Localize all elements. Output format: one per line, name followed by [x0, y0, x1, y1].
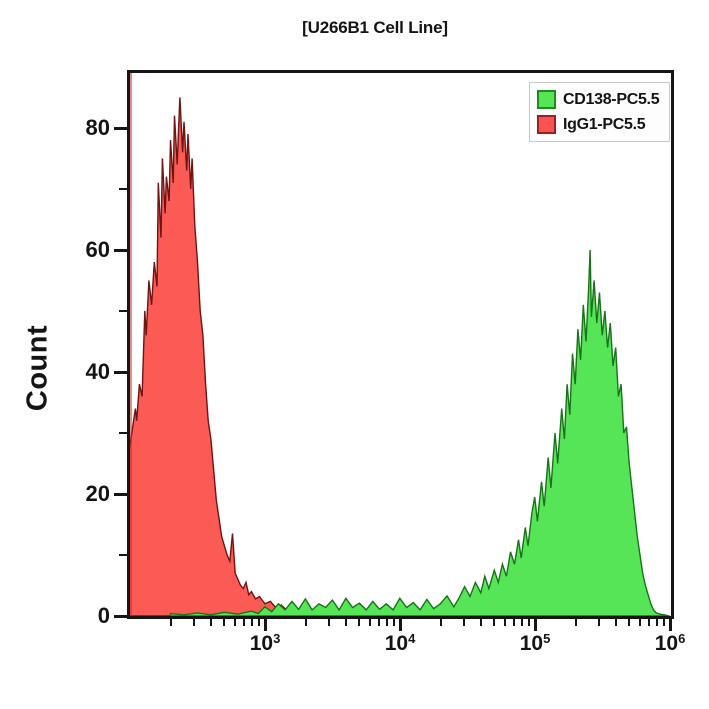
x-minor-tick: [615, 619, 618, 626]
x-minor-tick: [369, 619, 372, 626]
histogram-canvas: [130, 97, 670, 616]
legend-swatch-igg1-icon: [537, 115, 556, 134]
x-minor-tick: [234, 619, 237, 626]
legend-label-igg1: IgG1-PC5.5: [563, 115, 646, 133]
legend-item-cd138: CD138-PC5.5: [537, 87, 662, 112]
x-major-tick: [533, 619, 537, 631]
y-tick-label-40: 40: [85, 359, 110, 384]
legend-swatch-cd138-icon: [537, 90, 556, 109]
x-minor-tick: [504, 619, 507, 626]
x-major-tick: [668, 619, 672, 631]
y-minor-tick: [119, 188, 127, 190]
x-major-tick: [263, 619, 267, 631]
x-minor-tick: [243, 619, 246, 626]
x-minor-tick: [250, 619, 253, 626]
x-minor-tick: [480, 619, 483, 626]
y-major-tick: [114, 614, 127, 618]
x-tick-label-1e3: 103: [249, 631, 281, 655]
x-minor-tick: [655, 619, 658, 626]
x-major-tick: [398, 619, 402, 631]
x-minor-tick: [662, 619, 665, 626]
x-minor-tick: [493, 619, 496, 626]
x-minor-tick: [328, 619, 331, 626]
y-major-tick: [114, 492, 127, 496]
x-minor-tick: [345, 619, 348, 626]
x-minor-tick: [358, 619, 361, 626]
x-minor-tick: [598, 619, 601, 626]
x-tick-label-1e4: 104: [384, 631, 416, 655]
x-minor-tick: [648, 619, 651, 626]
x-tick-label-1e6: 106: [654, 631, 686, 655]
legend-label-cd138: CD138-PC5.5: [563, 90, 660, 108]
x-minor-tick: [378, 619, 381, 626]
legend-item-igg1: IgG1-PC5.5: [537, 112, 662, 137]
x-minor-tick: [639, 619, 642, 626]
x-tick-label-1e5: 105: [519, 631, 551, 655]
series-CD138-PC5.5: [169, 249, 670, 616]
x-minor-tick: [257, 619, 260, 626]
x-minor-tick: [513, 619, 516, 626]
chart-title: [U266B1 Cell Line]: [302, 18, 448, 37]
x-minor-tick: [520, 619, 523, 626]
x-minor-tick: [193, 619, 196, 626]
x-minor-tick: [385, 619, 388, 626]
y-minor-tick: [119, 310, 127, 312]
x-minor-tick: [527, 619, 530, 626]
x-minor-tick: [628, 619, 631, 626]
y-tick-label-0: 0: [97, 603, 110, 628]
y-minor-tick: [119, 432, 127, 434]
y-tick-label-80: 80: [85, 115, 110, 140]
y-major-tick: [114, 248, 127, 252]
plot-area: [127, 70, 674, 619]
x-minor-tick: [463, 619, 466, 626]
x-minor-tick: [169, 619, 172, 626]
x-minor-tick: [574, 619, 577, 626]
y-major-tick: [114, 126, 127, 130]
y-major-tick: [114, 370, 127, 374]
x-minor-tick: [223, 619, 226, 626]
series-IgG1-PC5.5: [130, 97, 306, 616]
y-minor-tick: [119, 554, 127, 556]
x-minor-tick: [439, 619, 442, 626]
legend: CD138-PC5.5 IgG1-PC5.5: [529, 82, 670, 142]
x-minor-tick: [304, 619, 307, 626]
red-clip-edge-artifact: [130, 73, 132, 616]
y-tick-label-60: 60: [85, 237, 110, 262]
y-tick-label-20: 20: [85, 481, 110, 506]
x-minor-tick: [392, 619, 395, 626]
x-minor-tick: [210, 619, 213, 626]
